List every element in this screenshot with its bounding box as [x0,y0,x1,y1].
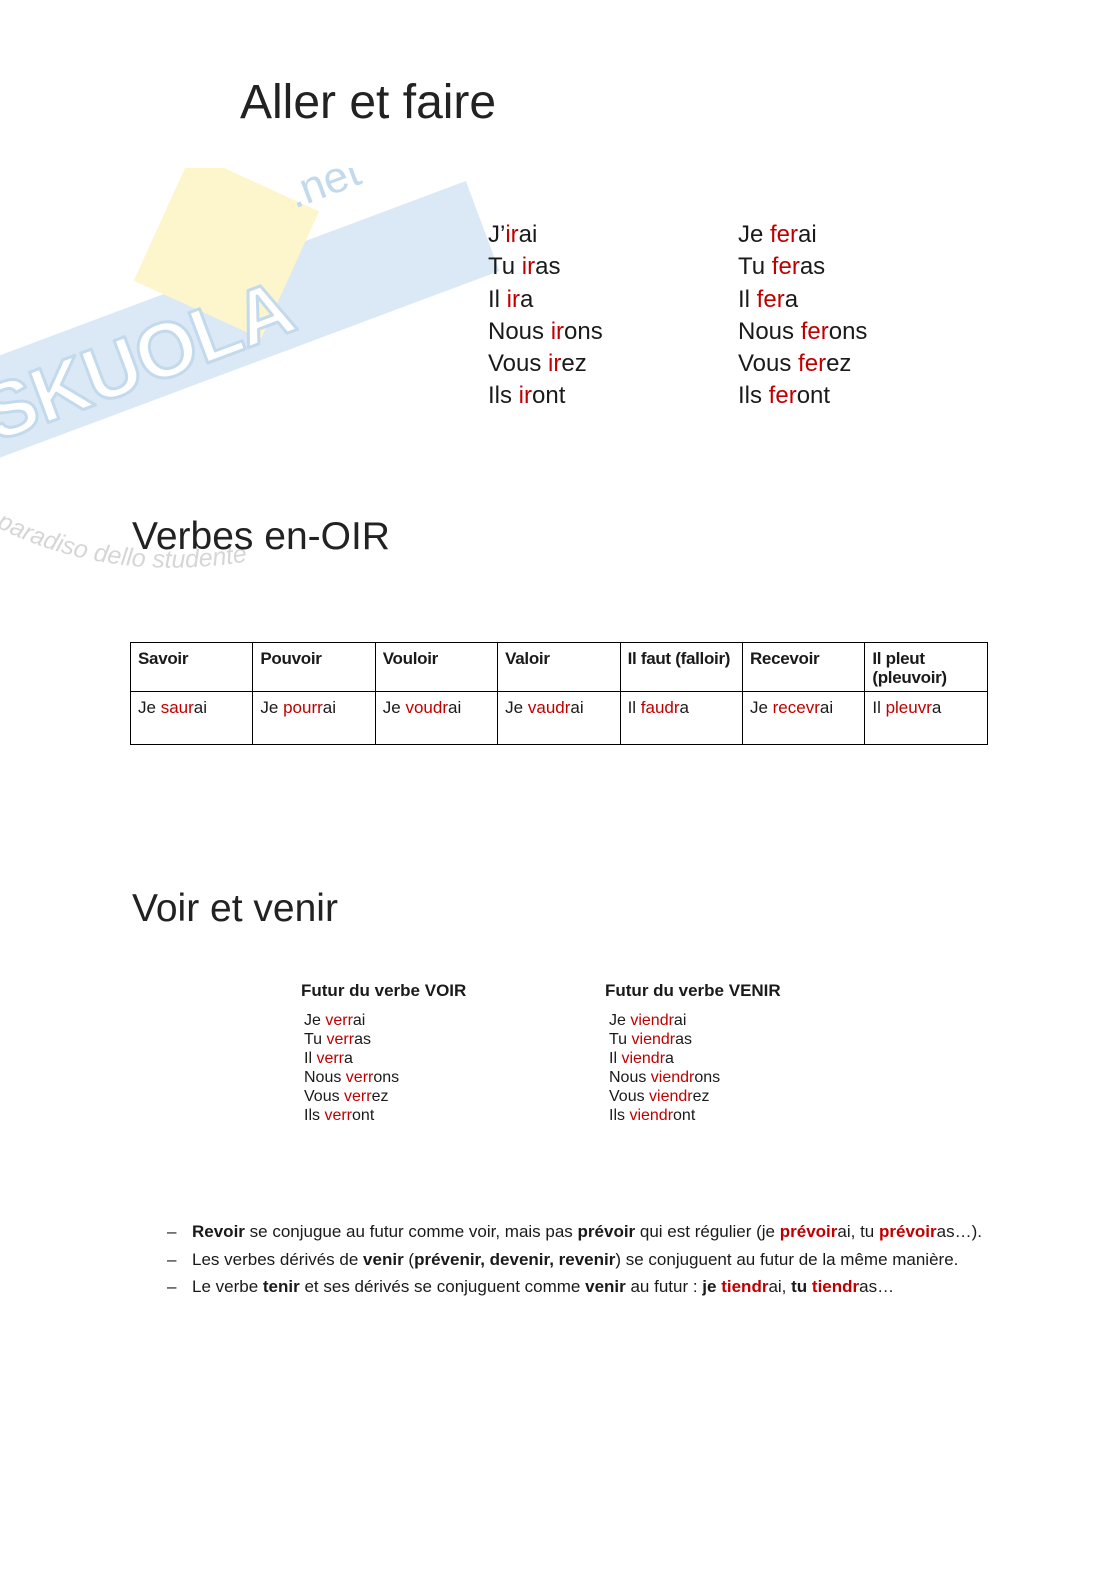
svg-text:SKUOLA: SKUOLA [0,263,304,459]
svg-text:.net: .net [281,168,367,218]
